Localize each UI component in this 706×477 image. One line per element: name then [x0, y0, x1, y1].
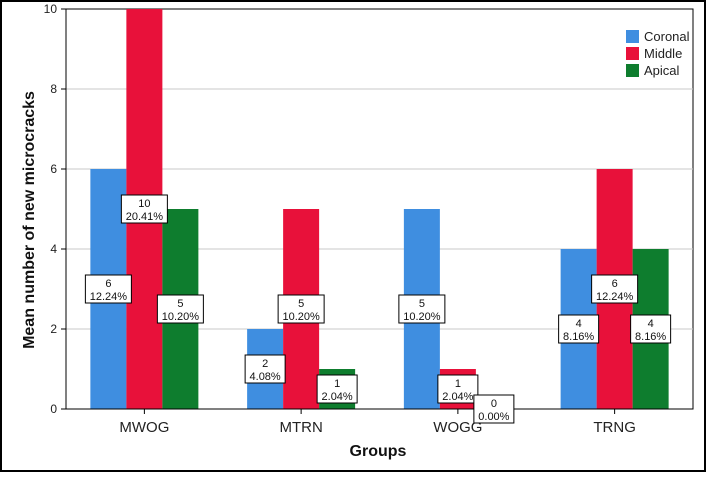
svg-text:10.20%: 10.20% — [282, 311, 320, 323]
svg-text:5: 5 — [419, 298, 425, 310]
svg-text:1: 1 — [455, 378, 461, 390]
y-tick-label: 10 — [44, 2, 58, 16]
y-tick-label: 2 — [50, 322, 57, 336]
svg-text:1: 1 — [334, 378, 340, 390]
legend-label: Middle — [644, 46, 682, 61]
svg-text:12.24%: 12.24% — [90, 291, 128, 303]
legend-label: Coronal — [644, 29, 690, 44]
legend-swatch — [626, 64, 639, 77]
legend-item-apical: Apical — [626, 63, 680, 78]
legend-label: Apical — [644, 63, 680, 78]
svg-text:20.41%: 20.41% — [126, 211, 164, 223]
svg-text:5: 5 — [177, 298, 183, 310]
data-label-apical-mtrn: 12.04% — [316, 374, 358, 404]
svg-text:12.24%: 12.24% — [596, 291, 634, 303]
svg-text:10.20%: 10.20% — [162, 311, 200, 323]
data-label-coronal-mwog: 612.24% — [84, 274, 132, 304]
svg-text:4: 4 — [576, 318, 582, 330]
x-category-label: MWOG — [119, 419, 169, 436]
data-label-apical-mwog: 510.20% — [156, 294, 204, 324]
legend-item-middle: Middle — [626, 46, 682, 61]
legend-swatch — [626, 30, 639, 43]
x-category-label: TRNG — [593, 419, 636, 436]
data-label-middle-mtrn: 510.20% — [277, 294, 325, 324]
svg-text:0.00%: 0.00% — [478, 411, 509, 423]
y-tick-label: 4 — [50, 242, 57, 256]
svg-text:5: 5 — [298, 298, 304, 310]
svg-text:6: 6 — [105, 278, 111, 290]
x-category-label: MTRN — [279, 419, 322, 436]
x-axis-title: Groups — [350, 443, 407, 460]
legend-swatch — [626, 47, 639, 60]
data-label-middle-wogg: 12.04% — [437, 374, 479, 404]
svg-text:0: 0 — [491, 398, 497, 410]
data-label-coronal-trng: 48.16% — [558, 314, 600, 344]
svg-text:4: 4 — [648, 318, 654, 330]
svg-text:2.04%: 2.04% — [442, 391, 473, 403]
data-label-middle-trng: 612.24% — [591, 274, 639, 304]
svg-text:4.08%: 4.08% — [250, 371, 281, 383]
svg-text:8.16%: 8.16% — [563, 331, 594, 343]
svg-text:2.04%: 2.04% — [322, 391, 353, 403]
data-label-apical-trng: 48.16% — [630, 314, 672, 344]
svg-text:10.20%: 10.20% — [403, 311, 441, 323]
y-axis-title: Mean number of new microcracks — [21, 91, 38, 349]
y-tick-label: 0 — [50, 402, 57, 416]
data-label-coronal-wogg: 510.20% — [398, 294, 446, 324]
y-tick-label: 6 — [50, 162, 57, 176]
svg-text:6: 6 — [612, 278, 618, 290]
svg-text:2: 2 — [262, 358, 268, 370]
x-category-label: WOGG — [433, 419, 482, 436]
svg-text:10: 10 — [138, 198, 150, 210]
legend-item-coronal: Coronal — [626, 29, 690, 44]
y-tick-label: 8 — [50, 82, 57, 96]
svg-text:8.16%: 8.16% — [635, 331, 666, 343]
data-label-coronal-mtrn: 24.08% — [244, 354, 286, 384]
data-label-apical-wogg: 00.00% — [473, 394, 515, 424]
